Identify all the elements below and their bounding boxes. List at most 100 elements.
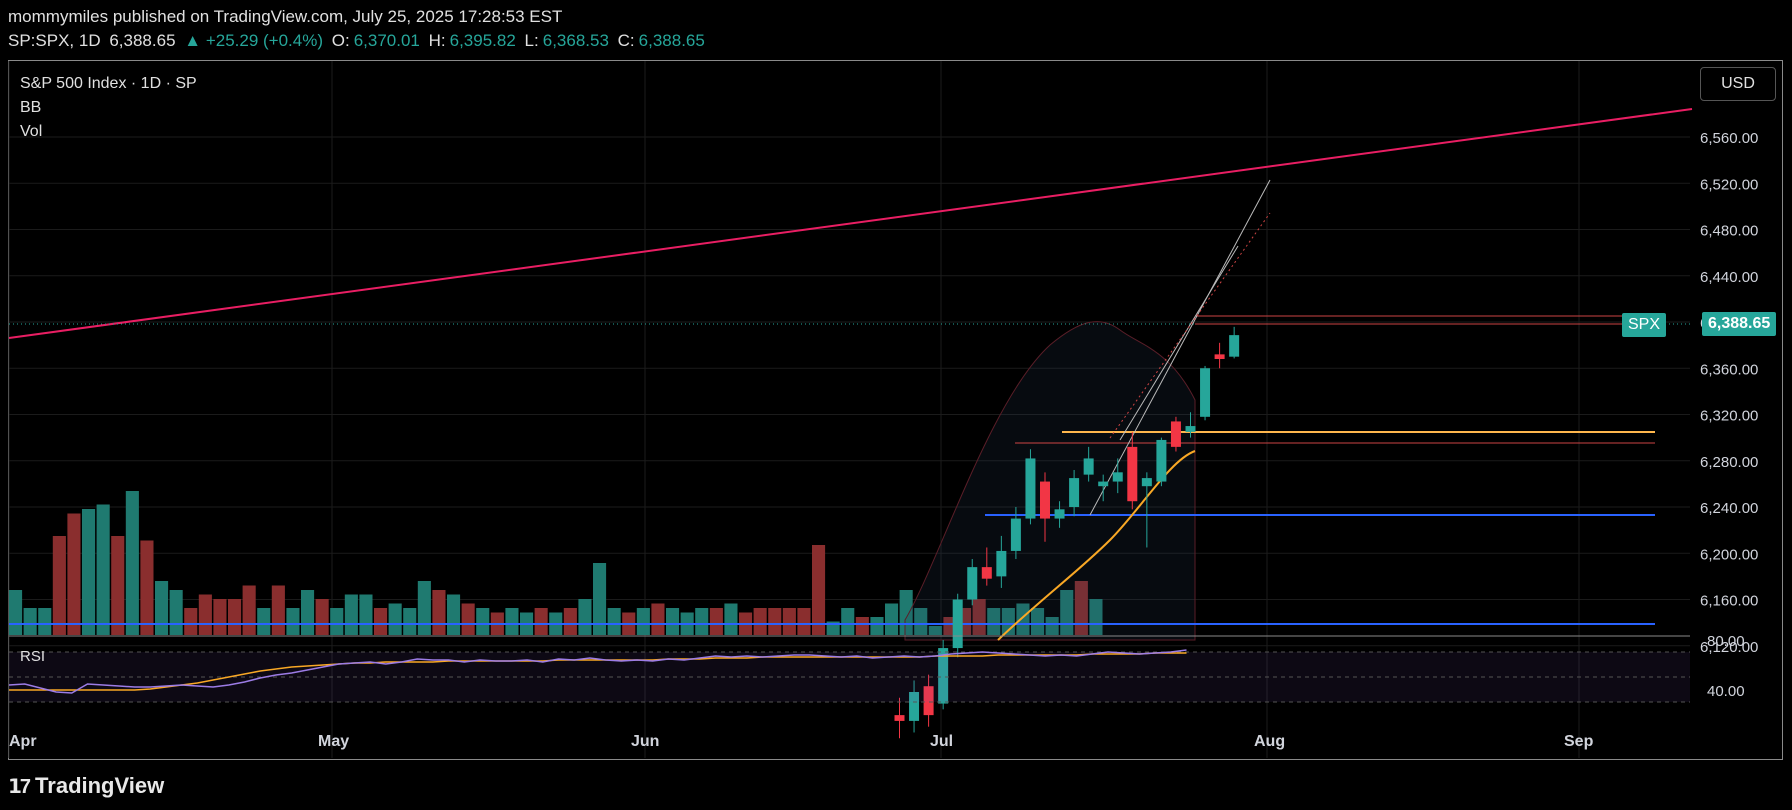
- volume-bar: [417, 581, 431, 635]
- volume-bar: [23, 608, 37, 635]
- volume-bar: [228, 599, 242, 635]
- volume-bar: [797, 608, 811, 635]
- volume-bar: [447, 594, 461, 635]
- price-change: ▲ +25.29 (+0.4%): [184, 31, 324, 50]
- close-value: 6,388.65: [638, 31, 705, 50]
- candle-body: [967, 567, 978, 600]
- volume-bar: [607, 608, 621, 635]
- volume-bar: [593, 563, 607, 635]
- volume-bar: [651, 603, 665, 635]
- volume-bar: [855, 617, 869, 635]
- candle-body: [909, 692, 920, 721]
- x-tick-label: Aug: [1254, 733, 1285, 750]
- candle-body: [1229, 335, 1240, 357]
- rsi-label[interactable]: RSI: [20, 648, 46, 665]
- y-tick-label: 6,480.00: [1700, 223, 1758, 240]
- volume-bar: [914, 608, 928, 635]
- candle-body: [923, 686, 934, 716]
- volume-bar: [709, 608, 723, 635]
- publish-header: mommymiles published on TradingView.com,…: [8, 5, 709, 53]
- volume-bar: [155, 581, 169, 635]
- published-line: mommymiles published on TradingView.com,…: [8, 7, 563, 26]
- volume-bar: [213, 599, 227, 635]
- volume-bar: [724, 603, 738, 635]
- candle-body: [1040, 481, 1050, 519]
- volume-bar: [38, 608, 52, 635]
- close-label: C:: [617, 31, 635, 50]
- open-value: 6,370.01: [353, 31, 420, 50]
- high-value: 6,395.82: [449, 31, 516, 50]
- candle-body: [1098, 481, 1109, 487]
- x-tick-label: Jul: [930, 733, 953, 750]
- trend-line: [8, 108, 1693, 339]
- volume-bar: [169, 590, 183, 635]
- candle-body: [1010, 518, 1021, 551]
- volume-bar: [563, 608, 577, 635]
- volume-bar: [96, 504, 110, 635]
- rsi-ma-line: [9, 652, 1187, 691]
- symbol-label: SP:SPX, 1D: [8, 31, 101, 50]
- y-tick-label: 6,520.00: [1700, 176, 1758, 193]
- volume-bar: [82, 509, 96, 635]
- volume-bar: [315, 599, 329, 635]
- y-tick-label: 6,360.00: [1700, 361, 1758, 378]
- volume-bar: [1074, 581, 1088, 635]
- volume-bar: [666, 608, 680, 635]
- volume-bar: [578, 599, 592, 635]
- y-tick-label: 6,200.00: [1700, 546, 1758, 563]
- volume-bar: [1031, 608, 1045, 635]
- volume-bar: [359, 594, 373, 635]
- volume-bar: [972, 599, 986, 635]
- volume-bar: [1016, 603, 1030, 635]
- y-tick-label: 6,280.00: [1700, 454, 1758, 471]
- volume-bar: [534, 608, 548, 635]
- candle-body: [1025, 458, 1036, 519]
- volume-bar: [198, 594, 212, 635]
- rsi-tick-label: 80.00: [1707, 633, 1745, 650]
- legend-bb[interactable]: BB: [20, 99, 42, 116]
- volume-bar: [432, 590, 446, 635]
- candle-body: [1185, 426, 1196, 432]
- volume-bar: [461, 603, 475, 635]
- volume-bar: [476, 608, 490, 635]
- y-tick-label: 6,320.00: [1700, 408, 1758, 425]
- volume-bar: [987, 608, 1001, 635]
- high-label: H:: [428, 31, 446, 50]
- candle-body: [1141, 478, 1152, 487]
- volume-bar: [812, 545, 826, 635]
- volume-bar: [388, 603, 402, 635]
- volume-bar: [330, 608, 344, 635]
- chart-legend: S&P 500 Index · 1D · SP BB Vol: [20, 72, 197, 144]
- volume-bar: [870, 617, 884, 635]
- candle-body: [1083, 458, 1094, 475]
- candle-body: [996, 550, 1007, 577]
- candle-body: [1170, 421, 1181, 447]
- candle-body: [981, 567, 992, 579]
- volume-bar: [125, 491, 139, 635]
- x-tick-label: Sep: [1564, 733, 1594, 750]
- volume-bar: [9, 590, 23, 635]
- candle-body: [952, 599, 963, 649]
- volume-bar: [782, 608, 796, 635]
- y-tick-label: 6,160.00: [1700, 593, 1758, 610]
- y-tick-label: 6,440.00: [1700, 269, 1758, 286]
- low-value: 6,368.53: [542, 31, 609, 50]
- volume-bar: [140, 540, 154, 635]
- footer-brand[interactable]: 𝟭7 TradingView: [8, 773, 164, 799]
- last-price-tag: 6,388.65: [1702, 312, 1777, 336]
- volume-bar: [344, 594, 358, 635]
- y-tick-label: 6,120.00: [1700, 639, 1758, 656]
- channel-mid: [1109, 212, 1271, 439]
- legend-vol[interactable]: Vol: [20, 123, 43, 140]
- volume-bar: [768, 608, 782, 635]
- volume-bar: [505, 608, 519, 635]
- currency-button[interactable]: USD: [1700, 67, 1776, 101]
- volume-bar: [271, 585, 285, 635]
- volume-bar: [1089, 599, 1103, 635]
- candle-body: [1156, 439, 1167, 482]
- volume-bar: [242, 585, 256, 635]
- volume-bar: [928, 626, 942, 635]
- candle-body: [1127, 446, 1138, 502]
- candle-body: [1214, 354, 1225, 359]
